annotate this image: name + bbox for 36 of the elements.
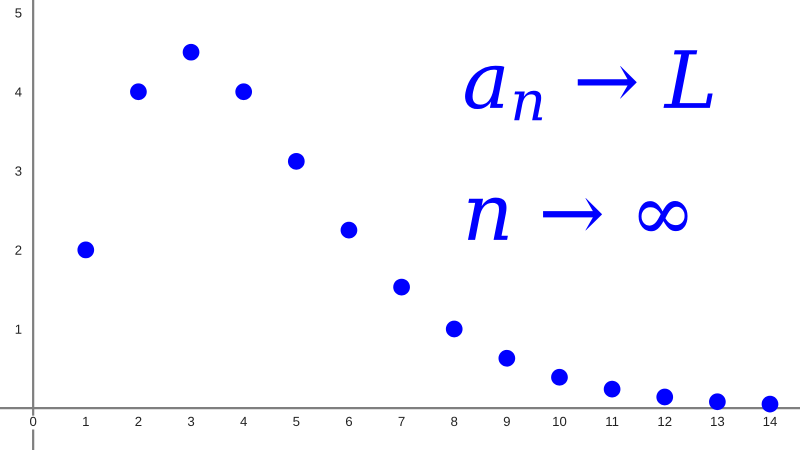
point: [393, 278, 410, 296]
x-tick-label: 2: [135, 416, 142, 426]
point: [551, 368, 568, 386]
point: [656, 388, 674, 406]
x-tick-label: 14: [764, 416, 777, 426]
x-tick-label: 9: [504, 416, 510, 426]
x-tick-label: 11: [606, 416, 618, 426]
point: [340, 222, 358, 239]
point: [182, 44, 200, 61]
x-tick-label: 6: [346, 416, 352, 426]
y-tick-label: 2: [15, 245, 22, 255]
point: [235, 83, 252, 100]
point: [77, 242, 94, 258]
x-tick-label: 4: [240, 416, 247, 426]
y-tick-label: 3: [15, 166, 22, 176]
x-tick-label: 7: [398, 416, 405, 426]
x-tick-label: 1: [83, 416, 89, 426]
point: [288, 152, 305, 170]
point: [130, 83, 147, 100]
x-tick-label: 12: [658, 416, 672, 426]
x-tick-label: 0: [30, 416, 36, 426]
point: [762, 396, 778, 412]
y-tick-label: 4: [15, 87, 22, 97]
x-tick-label: 5: [293, 416, 300, 426]
point: [446, 320, 463, 338]
y-tick-label: 5: [15, 8, 22, 18]
x-tick-label: 3: [188, 416, 194, 426]
point: [604, 380, 620, 398]
x-tick-label: 10: [553, 416, 566, 426]
annotation: n → ∞: [468, 198, 688, 240]
y-tick-label: 1: [16, 324, 22, 334]
x-tick-label: 13: [711, 416, 724, 426]
annotation: a$_{n}$ → L: [465, 50, 713, 120]
point: [709, 393, 726, 410]
point: [498, 350, 516, 367]
x-tick-label: 8: [451, 416, 458, 426]
